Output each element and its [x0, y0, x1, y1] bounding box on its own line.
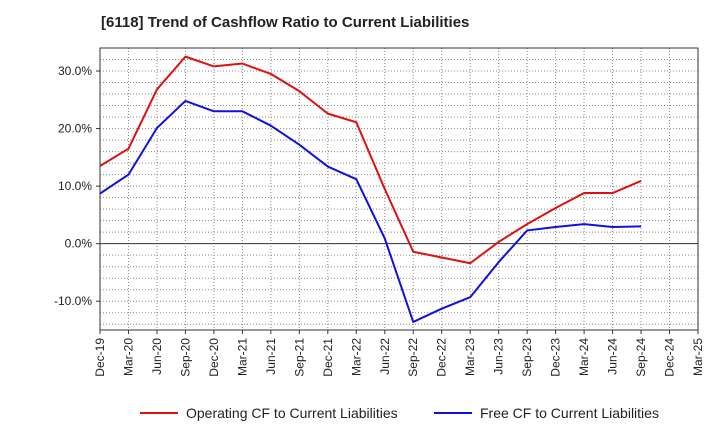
- y-tick-label: 20.0%: [58, 122, 92, 136]
- x-tick-label: Mar-24: [577, 338, 591, 376]
- x-tick-label: Jun-22: [378, 338, 392, 375]
- plot-frame: [99, 47, 699, 331]
- x-tick-label: Mar-22: [349, 338, 363, 376]
- x-tick-label: Dec-22: [435, 338, 449, 377]
- x-tick-label: Dec-19: [93, 338, 107, 377]
- legend-swatch-operating-cf: [140, 412, 178, 414]
- x-tick-label: Mar-25: [691, 338, 705, 376]
- x-tick-labels: Dec-19 Mar-20 Jun-20 Sep-20 Dec-20 Mar-21 Jun-…: [93, 338, 705, 377]
- legend-item-free-cf: Free CF to Current Liabilities: [434, 405, 659, 421]
- x-tick-label: Dec-24: [663, 338, 677, 377]
- x-tick-label: Dec-20: [207, 338, 221, 377]
- x-tick-label: Jun-21: [264, 338, 278, 375]
- chart-title: [6118] Trend of Cashflow Ratio to Curren…: [101, 14, 470, 31]
- axis-layer: [96, 47, 699, 334]
- x-tick-label: Sep-21: [292, 338, 306, 377]
- x-tick-label: Sep-24: [634, 338, 648, 377]
- y-tick-label: 0.0%: [65, 237, 93, 251]
- x-tick-label: Dec-21: [321, 338, 335, 377]
- y-tick-label: 30.0%: [58, 64, 92, 78]
- x-tick-label: Dec-23: [549, 338, 563, 377]
- x-tick-label: Sep-22: [406, 338, 420, 377]
- x-tick-label: Jun-20: [150, 338, 164, 375]
- legend-label-operating-cf: Operating CF to Current Liabilities: [186, 405, 398, 421]
- x-tick-label: Sep-20: [178, 338, 192, 377]
- x-tick-label: Sep-23: [520, 338, 534, 377]
- series-layer: [99, 55, 642, 323]
- series-line-free-cf: [99, 99, 642, 323]
- y-tick-label: 10.0%: [58, 179, 92, 193]
- x-tick-label: Mar-23: [463, 338, 477, 376]
- legend-item-operating-cf: Operating CF to Current Liabilities: [140, 405, 398, 421]
- legend: Operating CF to Current Liabilities Free…: [0, 405, 720, 425]
- series-line-operating-cf: [99, 55, 642, 265]
- x-tick-label: Mar-21: [235, 338, 249, 376]
- grid-layer: [99, 47, 699, 330]
- x-tick-label: Mar-20: [121, 338, 135, 376]
- y-tick-label: -10.0%: [54, 294, 92, 308]
- y-tick-labels: 30.0% 20.0% 10.0% 0.0% -10.0%: [54, 64, 92, 308]
- legend-swatch-free-cf: [434, 412, 472, 414]
- legend-label-free-cf: Free CF to Current Liabilities: [480, 405, 659, 421]
- x-tick-label: Jun-24: [606, 338, 620, 375]
- x-tick-label: Jun-23: [492, 338, 506, 375]
